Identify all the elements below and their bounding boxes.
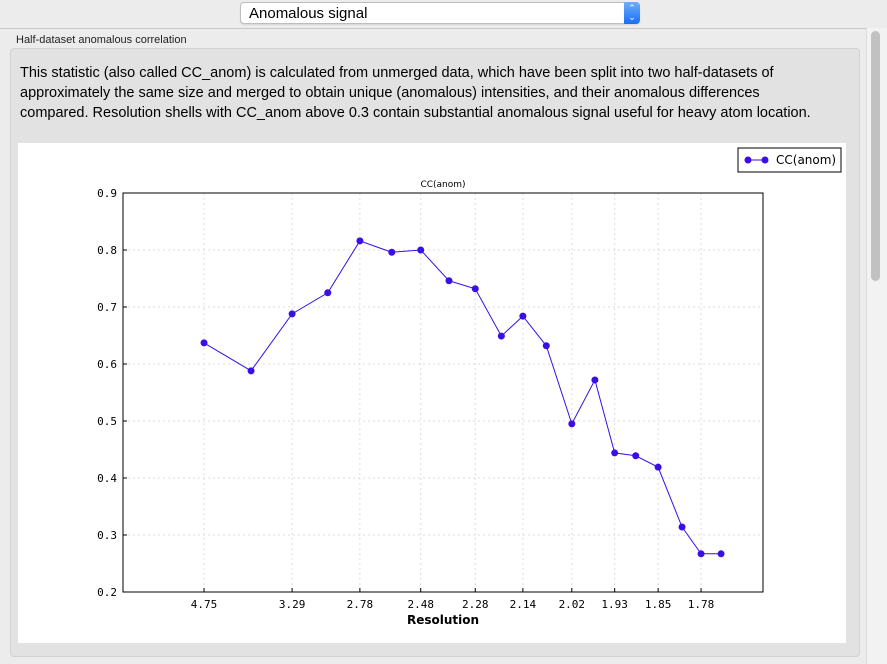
x-tick-label: 1.85 bbox=[645, 598, 672, 611]
y-tick-label: 0.6 bbox=[97, 358, 117, 371]
data-point bbox=[445, 277, 453, 285]
toolbar: Anomalous signal ⌃ ⌄ bbox=[0, 0, 866, 29]
chevron-up-down-icon: ⌃ ⌄ bbox=[624, 2, 640, 24]
legend-marker bbox=[744, 156, 752, 164]
series-line bbox=[203, 240, 722, 555]
data-point bbox=[388, 248, 396, 256]
data-point bbox=[497, 332, 505, 340]
group-label: Half-dataset anomalous correlation bbox=[16, 34, 187, 46]
plot-frame bbox=[122, 192, 764, 593]
data-point bbox=[519, 312, 527, 320]
x-tick-label: 2.28 bbox=[462, 598, 489, 611]
x-axis-label: Resolution bbox=[407, 613, 479, 627]
data-point bbox=[200, 339, 208, 347]
data-point bbox=[417, 246, 425, 254]
plot-selector-dropdown[interactable]: Anomalous signal ⌃ ⌄ bbox=[240, 2, 640, 24]
chart-title: CC(anom) bbox=[420, 180, 465, 190]
x-tick-label: 2.78 bbox=[347, 598, 374, 611]
data-point bbox=[356, 237, 364, 245]
x-tick-label: 3.29 bbox=[279, 598, 306, 611]
data-point bbox=[288, 310, 296, 318]
y-tick-label: 0.8 bbox=[97, 244, 117, 257]
dropdown-value: Anomalous signal bbox=[249, 5, 368, 22]
data-point bbox=[247, 367, 255, 375]
y-tick-label: 0.4 bbox=[97, 472, 117, 485]
description-text: This statistic (also called CC_anom) is … bbox=[20, 65, 811, 121]
vertical-scrollbar[interactable] bbox=[866, 28, 887, 664]
data-point bbox=[678, 523, 686, 531]
y-tick-label: 0.5 bbox=[97, 415, 117, 428]
x-tick-label: 2.48 bbox=[407, 598, 434, 611]
data-point bbox=[324, 289, 332, 297]
legend-label: CC(anom) bbox=[776, 153, 836, 167]
data-point bbox=[611, 449, 619, 457]
data-point bbox=[697, 550, 705, 558]
x-tick-label: 2.02 bbox=[559, 598, 586, 611]
data-point bbox=[654, 463, 662, 471]
x-tick-label: 2.14 bbox=[510, 598, 537, 611]
data-point bbox=[591, 376, 599, 384]
scrollbar-thumb[interactable] bbox=[871, 31, 880, 281]
data-point bbox=[471, 285, 479, 293]
x-tick-label: 1.93 bbox=[601, 598, 628, 611]
y-tick-label: 0.2 bbox=[97, 586, 117, 599]
x-tick-label: 1.78 bbox=[688, 598, 715, 611]
y-tick-label: 0.3 bbox=[97, 529, 117, 542]
data-point bbox=[568, 420, 576, 428]
plot-canvas bbox=[18, 143, 846, 643]
legend-marker bbox=[761, 156, 769, 164]
y-tick-label: 0.7 bbox=[97, 301, 117, 314]
x-tick-label: 4.75 bbox=[191, 598, 218, 611]
y-tick-label: 0.9 bbox=[97, 187, 117, 200]
data-point bbox=[717, 550, 725, 558]
data-point bbox=[632, 452, 640, 460]
data-point bbox=[542, 342, 550, 350]
